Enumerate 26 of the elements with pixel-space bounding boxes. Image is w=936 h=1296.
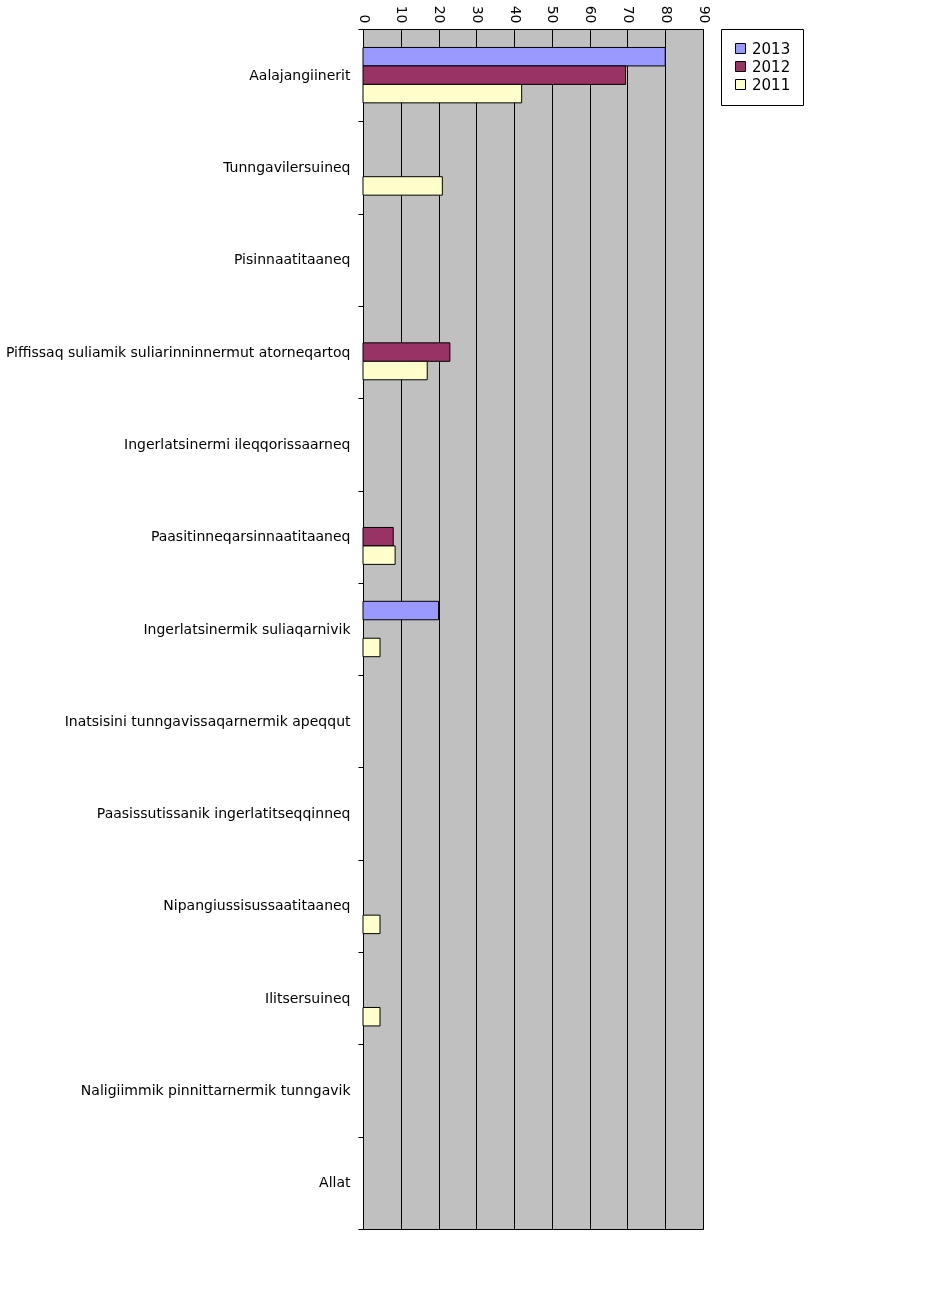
y-tick-label: Tunngavilersuineq — [222, 158, 351, 175]
y-tick-label: Piffissaq suliamik suliarinninnermut atorneqartoq — [5, 343, 351, 360]
y-tick-label: Aalajangiinerit — [249, 66, 351, 83]
y-tick-label: Ingerlatsinermi ileqqorissaarneq — [124, 435, 351, 452]
legend-label: 2012 — [752, 57, 791, 76]
legend-label: 2011 — [752, 75, 791, 94]
x-tick-label: 70 — [620, 5, 637, 24]
x-tick-label: 0 — [356, 14, 373, 24]
x-tick-label: 20 — [432, 5, 449, 24]
x-tick-label: 60 — [583, 5, 600, 24]
y-tick-label: Paasissutissanik ingerlatitseqqinneq — [96, 805, 351, 822]
y-tick-label: Pisinnaatitaaneq — [233, 251, 351, 268]
x-tick-label: 40 — [507, 5, 524, 24]
y-tick-label: Paasitinneqarsinnaatitaaneq — [150, 528, 351, 545]
legend-label: 2013 — [752, 39, 791, 58]
y-tick-label: Ingerlatsinermik suliaqarnivik — [143, 620, 352, 637]
y-tick-label: Ilitsersuineq — [265, 989, 351, 1006]
x-tick-label: 10 — [394, 5, 411, 24]
x-tick-label: 50 — [545, 5, 562, 24]
y-tick-label: Inatsisini tunngavissaqarnermik apeqqut — [64, 712, 351, 729]
x-tick-label: 90 — [696, 5, 713, 24]
y-tick-label: Naligiimmik pinnittarnermik tunngavik — [80, 1082, 352, 1099]
x-tick-label: 30 — [469, 5, 486, 24]
x-tick-label: 80 — [658, 5, 675, 24]
y-tick-label: Nipangiussisussaatitaaneq — [163, 897, 351, 914]
y-tick-label: Allat — [319, 1174, 351, 1191]
